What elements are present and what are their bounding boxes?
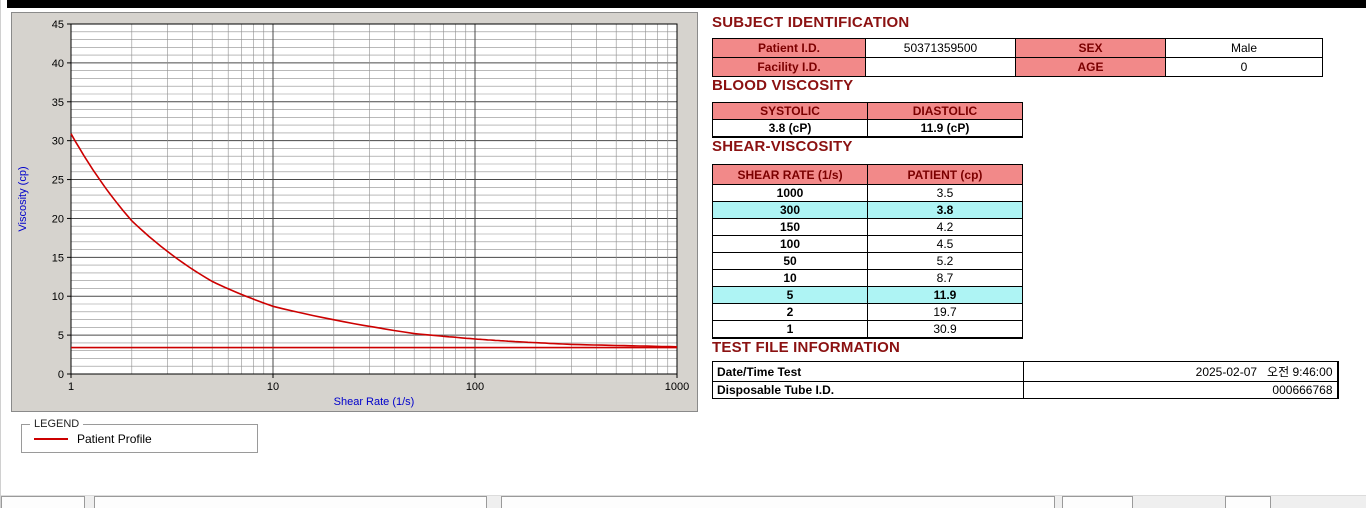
shear-rate-cell: 1	[712, 320, 868, 339]
legend-entry-label: Patient Profile	[77, 431, 152, 446]
age-label: AGE	[1015, 57, 1166, 77]
svg-text:15: 15	[52, 252, 64, 264]
table-row: 100 4.5	[712, 235, 1023, 253]
svg-text:45: 45	[52, 19, 64, 31]
table-row: Disposable Tube I.D. 000666768	[712, 381, 1338, 399]
test-file-information-heading: TEST FILE INFORMATION	[712, 339, 901, 356]
svg-text:Viscosity (cp): Viscosity (cp)	[17, 166, 29, 231]
patient-cp-cell: 19.7	[867, 303, 1023, 321]
patient-cp-cell: 5.2	[867, 252, 1023, 270]
svg-text:1: 1	[68, 381, 74, 393]
shear-rate-cell: 2	[712, 303, 868, 321]
patient-cp-header: PATIENT (cp)	[867, 164, 1023, 185]
svg-text:1000: 1000	[665, 381, 689, 393]
test-file-information-table: Date/Time Test 2025-02-07 오전 9:46:00 Dis…	[712, 361, 1339, 399]
bottom-window-fragment-2[interactable]	[94, 496, 487, 508]
facility-id-label: Facility I.D.	[712, 57, 866, 77]
svg-text:5: 5	[58, 330, 64, 342]
patient-id-label: Patient I.D.	[712, 38, 866, 58]
viscosity-chart-panel: 0 5 10 15 20 25 30 35 40 45 1 10 100 1000 Shear Rate (…	[11, 12, 698, 412]
bottom-window-fragment-3[interactable]	[501, 496, 1055, 508]
subject-identification-heading: SUBJECT IDENTIFICATION	[712, 14, 910, 31]
svg-text:Shear Rate (1/s): Shear Rate (1/s)	[334, 396, 415, 408]
bottom-window-fragment-4[interactable]	[1062, 496, 1133, 508]
facility-id-value	[865, 57, 1016, 77]
systolic-header: SYSTOLIC	[712, 102, 868, 120]
bottom-strip	[1, 495, 1366, 508]
patient-cp-cell: 3.5	[867, 184, 1023, 202]
shear-rate-cell: 50	[712, 252, 868, 270]
table-row: 5 11.9	[712, 286, 1023, 304]
disposable-tube-id-label: Disposable Tube I.D.	[712, 381, 1024, 399]
date-time-test-label: Date/Time Test	[712, 361, 1024, 382]
shear-rate-cell: 300	[712, 201, 868, 219]
blood-viscosity-table: SYSTOLIC DIASTOLIC 3.8 (cP) 11.9 (cP)	[712, 102, 1023, 138]
age-value: 0	[1165, 57, 1323, 77]
svg-text:20: 20	[52, 213, 64, 225]
table-row: SHEAR RATE (1/s) PATIENT (cp)	[712, 164, 1023, 185]
patient-cp-cell: 4.5	[867, 235, 1023, 253]
table-row: 1 30.9	[712, 320, 1023, 339]
date-time-test-value: 2025-02-07 오전 9:46:00	[1023, 361, 1338, 382]
shear-rate-cell: 1000	[712, 184, 868, 202]
bottom-window-fragment-5[interactable]	[1225, 496, 1271, 508]
top-black-bar	[7, 0, 1366, 8]
patient-cp-cell: 3.8	[867, 201, 1023, 219]
diastolic-value: 11.9 (cP)	[867, 119, 1023, 138]
table-row: Facility I.D. AGE 0	[712, 57, 1323, 77]
table-row: 2 19.7	[712, 303, 1023, 321]
report-panel: SUBJECT IDENTIFICATION Patient I.D. 5037…	[712, 14, 1339, 399]
svg-text:40: 40	[52, 58, 64, 70]
table-row: SYSTOLIC DIASTOLIC	[712, 102, 1023, 120]
diastolic-header: DIASTOLIC	[867, 102, 1023, 120]
patient-cp-cell: 11.9	[867, 286, 1023, 304]
patient-cp-cell: 8.7	[867, 269, 1023, 287]
blood-viscosity-heading: BLOOD VISCOSITY	[712, 77, 854, 94]
patient-cp-cell: 30.9	[867, 320, 1023, 339]
shear-viscosity-table: SHEAR RATE (1/s) PATIENT (cp) 1000 3.5 3…	[712, 164, 1023, 339]
disposable-tube-id-value: 000666768	[1023, 381, 1338, 399]
sex-label: SEX	[1015, 38, 1166, 58]
patient-cp-cell: 4.2	[867, 218, 1023, 236]
systolic-value: 3.8 (cP)	[712, 119, 868, 138]
table-row: 10 8.7	[712, 269, 1023, 287]
svg-text:10: 10	[52, 291, 64, 303]
table-row: 1000 3.5	[712, 184, 1023, 202]
table-row: 3.8 (cP) 11.9 (cP)	[712, 119, 1023, 138]
svg-text:35: 35	[52, 97, 64, 109]
bottom-window-fragment-1[interactable]	[1, 496, 85, 508]
shear-rate-header: SHEAR RATE (1/s)	[712, 164, 868, 185]
table-row: 300 3.8	[712, 201, 1023, 219]
svg-text:100: 100	[466, 381, 484, 393]
legend-entry: Patient Profile	[22, 425, 257, 452]
shear-rate-cell: 10	[712, 269, 868, 287]
svg-text:30: 30	[52, 136, 64, 148]
svg-text:0: 0	[58, 369, 64, 381]
viscosity-chart: 0 5 10 15 20 25 30 35 40 45 1 10 100 1000 Shear Rate (…	[15, 16, 694, 408]
table-row: Date/Time Test 2025-02-07 오전 9:46:00	[712, 361, 1338, 382]
table-row: 150 4.2	[712, 218, 1023, 236]
shear-rate-cell: 100	[712, 235, 868, 253]
legend-title: LEGEND	[30, 418, 84, 430]
svg-text:10: 10	[267, 381, 279, 393]
shear-viscosity-heading: SHEAR-VISCOSITY	[712, 138, 853, 155]
sex-value: Male	[1165, 38, 1323, 58]
subject-identification-table: Patient I.D. 50371359500 SEX Male Facili…	[712, 38, 1323, 77]
shear-rate-cell: 5	[712, 286, 868, 304]
shear-rate-cell: 150	[712, 218, 868, 236]
patient-id-value: 50371359500	[865, 38, 1016, 58]
table-row: 50 5.2	[712, 252, 1023, 270]
chart-legend: LEGEND Patient Profile	[21, 418, 258, 453]
table-row: Patient I.D. 50371359500 SEX Male	[712, 38, 1323, 58]
svg-text:25: 25	[52, 175, 64, 187]
legend-line-sample	[34, 437, 68, 440]
